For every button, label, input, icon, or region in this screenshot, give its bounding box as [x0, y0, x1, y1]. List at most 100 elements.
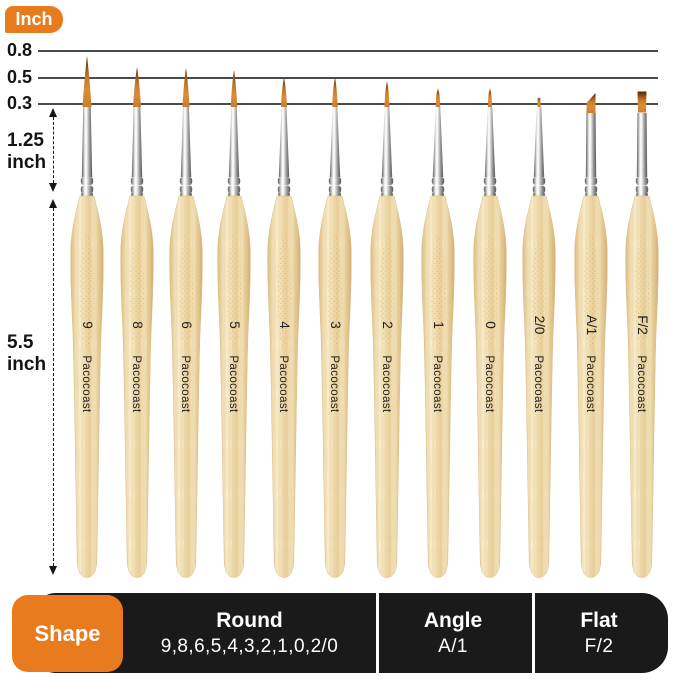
wood-grain	[421, 196, 455, 578]
ferrule-flare	[636, 193, 648, 197]
ferrule-crimp-ring	[635, 185, 649, 194]
brand-label: Pacocoast	[277, 355, 289, 413]
shape-section-sizes: F/2	[584, 636, 614, 657]
measure-arrow-handle-length	[49, 199, 58, 575]
ferrule-crimp-ring	[227, 177, 241, 185]
brand-label: Pacocoast	[483, 355, 495, 413]
ferrule	[278, 107, 290, 177]
bristle-tip	[182, 68, 190, 107]
brush-size-label: 2/0	[532, 316, 547, 335]
tick-label-03: 0.3	[7, 93, 33, 113]
arrow-down-icon	[49, 566, 57, 575]
brush-2: 2 Pacocoast	[370, 81, 404, 578]
ferrule-crimp-ring	[130, 177, 144, 185]
bristle-tip	[133, 67, 141, 107]
brush-size-label: 5	[227, 321, 242, 329]
ferrule	[432, 107, 444, 177]
brush-size-label: 6	[179, 321, 194, 329]
ferrule-crimp-ring	[80, 185, 94, 194]
ferrule	[381, 107, 393, 177]
wood-grain	[70, 196, 104, 578]
glitter-band	[277, 234, 291, 350]
bristle-tip	[537, 97, 541, 107]
ferrule-flare	[180, 193, 192, 197]
brush-1: 1 Pacocoast	[421, 88, 455, 578]
brush-size-label: 4	[277, 321, 292, 329]
section-divider	[532, 593, 535, 673]
wood-grain	[318, 196, 352, 578]
bristle-length-value: 1.25	[7, 130, 44, 151]
wood-grain	[370, 196, 404, 578]
ferrule-flare	[533, 193, 545, 197]
ferrule	[131, 107, 143, 177]
glitter-band	[130, 234, 144, 350]
brush-4: 4 Pacocoast	[267, 77, 301, 578]
wood-grain	[217, 196, 251, 578]
handle-length-unit: inch	[7, 354, 47, 375]
ferrule-crimp-ring	[328, 185, 342, 194]
ferrule-crimp-ring	[227, 185, 241, 194]
bristle-tip	[488, 88, 492, 107]
ferrule-crimp-ring	[380, 185, 394, 194]
wood-grain	[120, 196, 154, 578]
glitter-band	[80, 234, 94, 350]
ferrule-flare	[81, 193, 93, 197]
brand-label: Pacocoast	[130, 355, 142, 413]
ferrule-flare	[432, 193, 444, 197]
brand-label: Pacocoast	[532, 355, 544, 413]
ferrule-crimp-ring	[532, 185, 546, 194]
brush-size-label: F/2	[635, 315, 650, 335]
brush-size-label: 1	[431, 321, 446, 329]
ferrule-crimp-ring	[483, 185, 497, 194]
ferrule-crimp-ring	[431, 177, 445, 185]
brush-size-label: 8	[130, 321, 145, 329]
bristle-tip	[82, 56, 92, 107]
bristle-length-unit: inch	[7, 152, 47, 173]
shape-section-angle: Angle A/1	[379, 593, 527, 673]
tick-line-05	[38, 77, 658, 79]
brush-3: 3 Pacocoast	[318, 77, 352, 578]
brush-9: 9 Pacocoast	[70, 56, 104, 578]
ferrule	[228, 107, 240, 177]
shape-section-sizes: 9,8,6,5,4,3,2,1,0,2/0	[160, 636, 339, 657]
glitter-band	[635, 234, 649, 350]
ferrule	[636, 113, 648, 177]
bristle-tip	[586, 93, 596, 113]
shape-table: Round 9,8,6,5,4,3,2,1,0,2/0 Angle A/1 Fl…	[37, 593, 668, 673]
wood-grain	[625, 196, 659, 578]
arrow-up-icon	[49, 108, 57, 117]
glitter-band	[179, 234, 193, 350]
shape-header-badge: Shape	[12, 595, 123, 672]
ferrule-crimp-ring	[483, 177, 497, 185]
ferrule	[180, 107, 192, 177]
bristle-tip	[230, 70, 238, 107]
shape-section-title: Angle	[423, 609, 483, 632]
tick-line-03	[38, 103, 658, 105]
brand-label: Pacocoast	[584, 355, 596, 413]
ferrule	[329, 107, 341, 177]
dashed-line	[52, 117, 54, 183]
brand-label: Pacocoast	[431, 355, 443, 413]
tick-line-08	[38, 50, 658, 52]
wood-grain	[522, 196, 556, 578]
shape-section-round: Round 9,8,6,5,4,3,2,1,0,2/0	[123, 593, 376, 673]
glitter-band	[483, 234, 497, 350]
wood-grain	[574, 196, 608, 578]
ferrule	[81, 107, 93, 177]
bristle-tip	[332, 77, 338, 107]
brush-2-0: 2/0 Pacocoast	[522, 97, 556, 578]
brush-size-label: A/1	[584, 315, 599, 335]
tick-label-08: 0.8	[7, 40, 33, 60]
brush-size-label: 0	[483, 321, 498, 329]
ferrule-crimp-ring	[130, 185, 144, 194]
ferrule	[484, 107, 496, 177]
brush-F-2: F/2 Pacocoast	[625, 91, 659, 578]
ferrule	[533, 107, 545, 177]
glitter-band	[328, 234, 342, 350]
shape-section-title: Flat	[580, 609, 618, 632]
ferrule-crimp-ring	[635, 177, 649, 185]
measure-arrow-bristle-length	[49, 108, 58, 192]
brand-label: Pacocoast	[227, 355, 239, 413]
ferrule-flare	[585, 193, 597, 197]
